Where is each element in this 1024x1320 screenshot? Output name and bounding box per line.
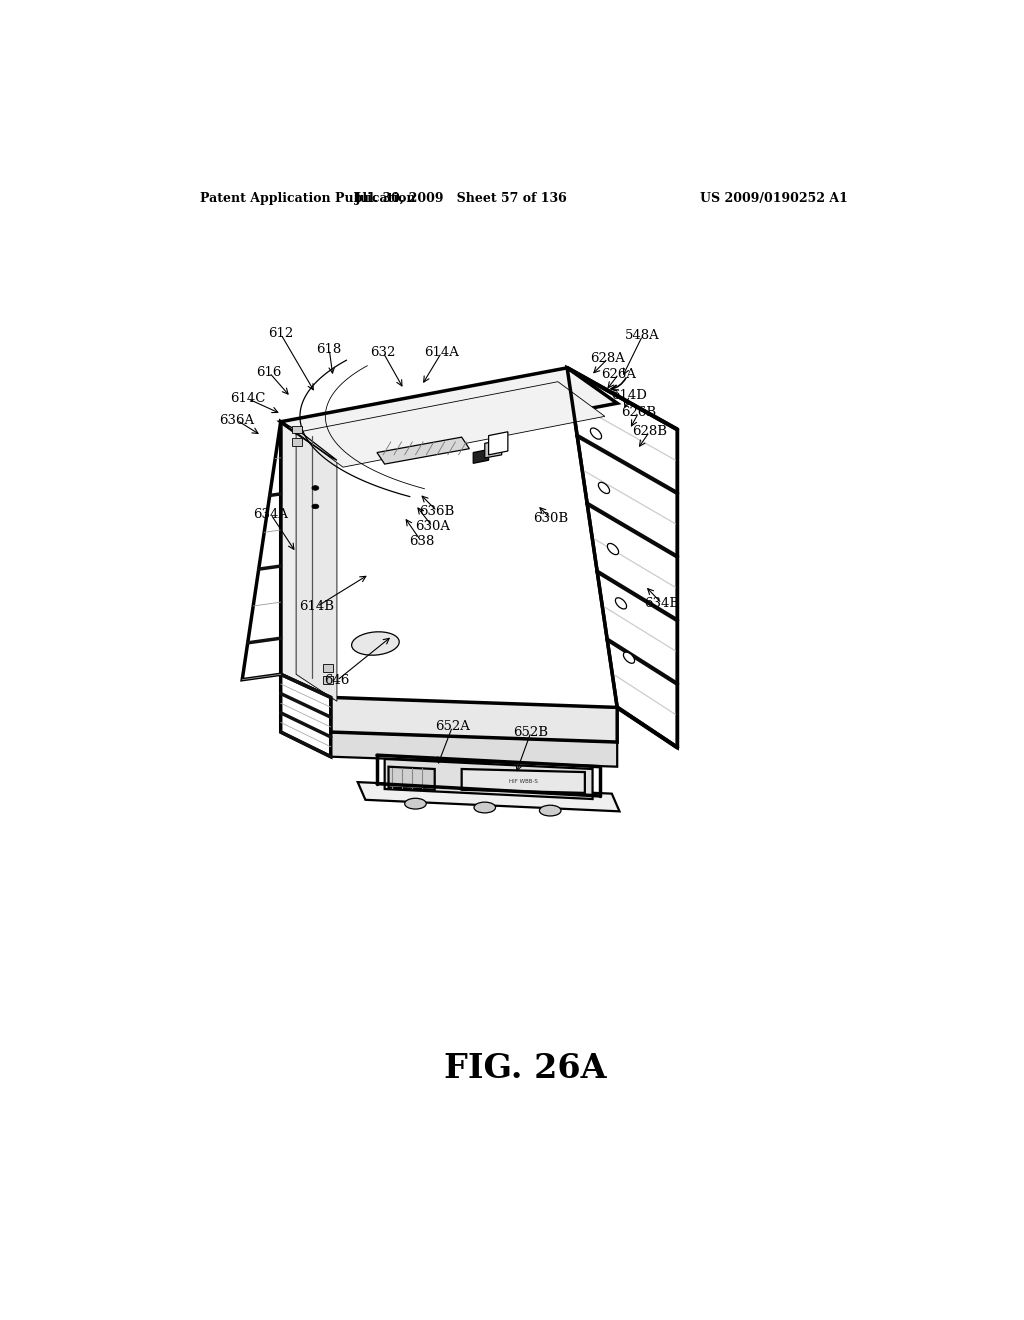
Text: Jul. 30, 2009   Sheet 57 of 136: Jul. 30, 2009 Sheet 57 of 136 [355, 191, 568, 205]
Ellipse shape [351, 632, 399, 655]
Bar [323, 664, 333, 672]
Polygon shape [484, 441, 502, 458]
Polygon shape [296, 381, 605, 467]
Text: 614B: 614B [299, 601, 335, 612]
Text: 628A: 628A [591, 352, 626, 366]
Ellipse shape [624, 652, 635, 664]
Polygon shape [281, 368, 617, 457]
Ellipse shape [404, 799, 426, 809]
Text: 636B: 636B [420, 504, 455, 517]
Text: FIG. 26A: FIG. 26A [443, 1052, 606, 1085]
Polygon shape [357, 781, 620, 812]
Polygon shape [388, 767, 435, 789]
Text: 652B: 652B [513, 726, 549, 739]
Text: Patent Application Publication: Patent Application Publication [200, 191, 416, 205]
Text: 638: 638 [409, 536, 434, 548]
Ellipse shape [598, 482, 609, 494]
Bar [292, 438, 302, 446]
Text: 614A: 614A [424, 346, 459, 359]
Polygon shape [385, 759, 593, 799]
Text: 634A: 634A [253, 508, 288, 520]
Ellipse shape [312, 486, 318, 490]
Polygon shape [331, 697, 617, 742]
Ellipse shape [607, 544, 618, 554]
Ellipse shape [615, 598, 627, 609]
Bar [292, 425, 302, 433]
Text: 628B: 628B [632, 425, 667, 438]
Ellipse shape [591, 428, 601, 440]
Polygon shape [281, 422, 331, 697]
Text: 630B: 630B [534, 512, 568, 525]
Text: 614D: 614D [611, 389, 647, 403]
Polygon shape [462, 770, 585, 793]
Ellipse shape [540, 805, 561, 816]
Text: 618: 618 [316, 343, 342, 356]
Polygon shape [331, 733, 617, 767]
Text: 616: 616 [256, 366, 282, 379]
Polygon shape [281, 675, 331, 756]
Text: 652A: 652A [435, 721, 470, 733]
Text: 636A: 636A [219, 413, 254, 426]
Text: 632: 632 [371, 346, 396, 359]
Ellipse shape [474, 803, 496, 813]
Polygon shape [296, 434, 337, 701]
Text: US 2009/0190252 A1: US 2009/0190252 A1 [700, 191, 848, 205]
Text: HIF WBB-S: HIF WBB-S [509, 779, 538, 784]
Polygon shape [281, 422, 337, 461]
Text: 614C: 614C [230, 392, 265, 405]
Text: 626B: 626B [622, 407, 656, 418]
Text: 634B: 634B [644, 597, 679, 610]
Polygon shape [567, 368, 677, 747]
Polygon shape [243, 422, 281, 680]
Polygon shape [377, 437, 469, 465]
Polygon shape [488, 432, 508, 455]
Text: 626A: 626A [601, 367, 636, 380]
Text: 612: 612 [268, 327, 293, 341]
Text: 548A: 548A [626, 329, 660, 342]
Ellipse shape [312, 504, 318, 508]
Bar [323, 676, 333, 684]
Text: 646: 646 [325, 675, 349, 686]
Polygon shape [473, 449, 488, 463]
Text: 630A: 630A [415, 520, 450, 533]
